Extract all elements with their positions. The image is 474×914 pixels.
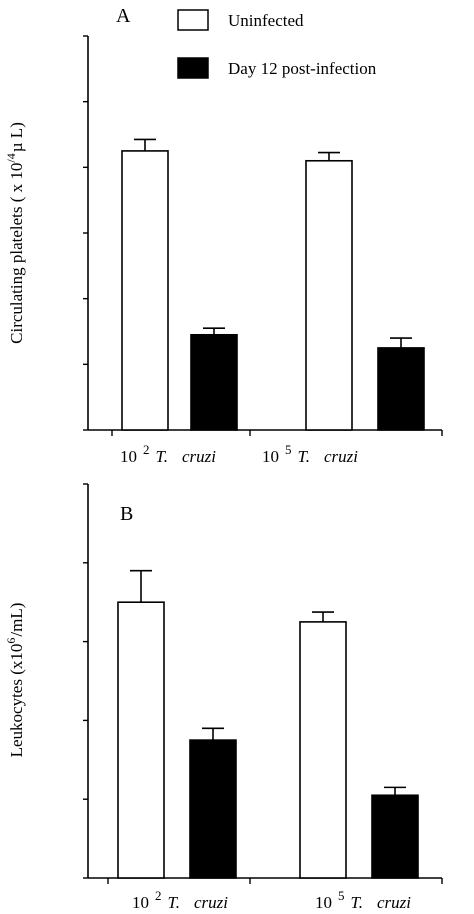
category-species: cruzi [182, 447, 216, 466]
category-prefix: 10 [262, 447, 279, 466]
legend-swatch-uninfected [177, 9, 209, 31]
y-axis-label-superscript: 6 [4, 638, 18, 644]
y-axis-label: Leukocytes (x106/mL) [4, 603, 26, 758]
y-axis-label-units: /mL) [7, 603, 26, 637]
category-exponent: 5 [285, 442, 292, 457]
category-species: cruzi [377, 893, 411, 912]
category-genus: T. [298, 447, 310, 466]
bar-uninfected [117, 601, 165, 879]
legend-label-infected: Day 12 post-infection [228, 59, 377, 78]
legend-label-uninfected: Uninfected [228, 11, 304, 30]
panel-a-chart: 10 2 T. cruzi 10 5 T. cruzi A Circulating platele… [4, 5, 443, 466]
x-category-label: 10 5 T. cruzi [315, 888, 411, 912]
category-exponent: 2 [155, 888, 162, 903]
category-exponent: 5 [338, 888, 345, 903]
category-genus: T. [351, 893, 363, 912]
panel-label: B [120, 503, 133, 525]
bar-uninfected [305, 159, 353, 431]
bar-infected [371, 794, 419, 879]
x-category-label: 10 5 T. cruzi [262, 442, 358, 466]
panel-label: A [116, 5, 131, 27]
panel-b-chart: 10 2 T. cruzi 10 5 T. cruzi B Leukocytes (x106/mL… [4, 483, 443, 912]
category-species: cruzi [324, 447, 358, 466]
legend-swatch-infected [177, 57, 209, 79]
bar-uninfected [299, 621, 347, 879]
y-axis-label-main: Leukocytes (x10 [7, 644, 26, 758]
x-category-label: 10 2 T. cruzi [120, 442, 216, 466]
y-axis-label-superscript: /4 [4, 153, 18, 162]
bar-uninfected [121, 150, 169, 431]
y-axis-label: Circulating platelets ( x 10/4µ L) [4, 122, 26, 344]
y-axis-label-main: Circulating platelets ( x 10 [7, 163, 26, 344]
category-genus: T. [168, 893, 180, 912]
bar-infected [190, 333, 238, 431]
category-genus: T. [156, 447, 168, 466]
category-exponent: 2 [143, 442, 150, 457]
x-category-label: 10 2 T. cruzi [132, 888, 228, 912]
bar-infected [189, 739, 237, 879]
category-prefix: 10 [120, 447, 137, 466]
legend: Uninfected Day 12 post-infection [177, 9, 377, 79]
category-species: cruzi [194, 893, 228, 912]
category-prefix: 10 [315, 893, 332, 912]
category-prefix: 10 [132, 893, 149, 912]
bar-infected [377, 347, 425, 431]
y-axis-label-units: µ L) [7, 122, 26, 152]
